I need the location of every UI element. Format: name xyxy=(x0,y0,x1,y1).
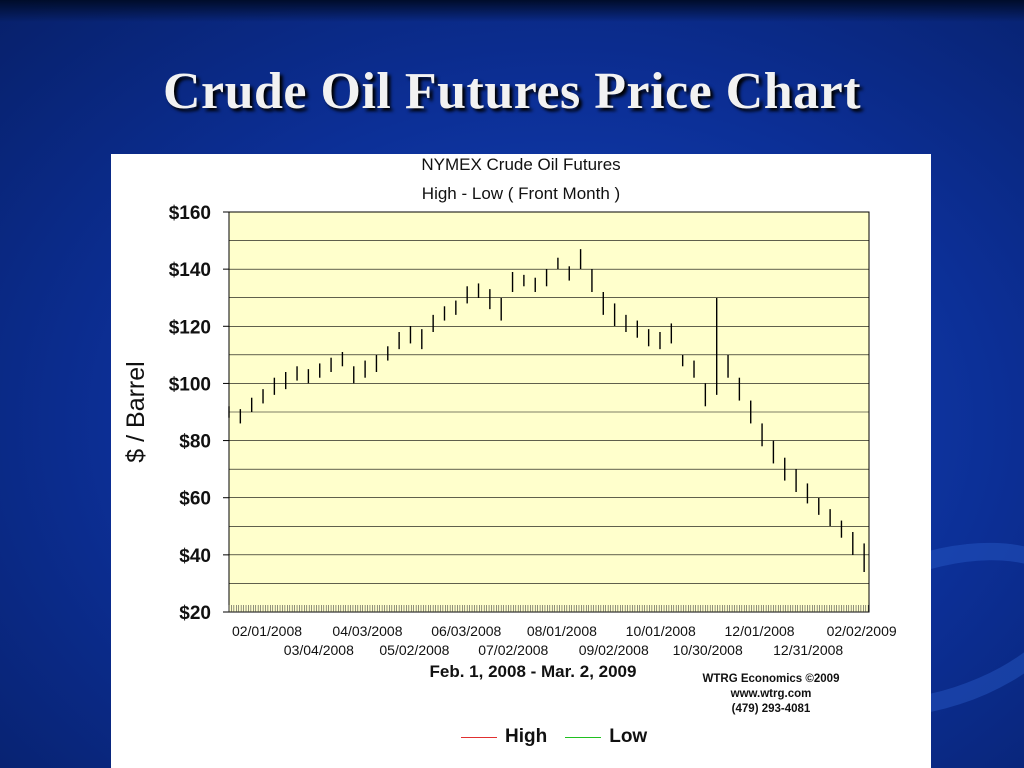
legend-label-low: Low xyxy=(609,726,648,747)
x-tick-label: 02/01/2008 xyxy=(232,623,302,639)
x-tick-label: 09/02/2008 xyxy=(579,642,649,658)
x-axis-ticks: 02/01/2008 03/04/2008 04/03/2008 05/02/2008… xyxy=(228,605,897,658)
price-chart: $20$40$60$80$100$120$140$160 02/01/20080… xyxy=(122,155,897,681)
grid-lines xyxy=(229,240,869,584)
legend-item-low: Low xyxy=(565,726,647,748)
x-tick-label: 08/01/2008 xyxy=(527,623,597,639)
slide-title: Crude Oil Futures Price Chart xyxy=(162,63,862,120)
x-tick-label: 12/31/2008 xyxy=(773,642,843,658)
x-tick-label: 12/01/2008 xyxy=(725,623,795,639)
x-tick-label: 02/02/2009 xyxy=(827,623,897,639)
x-tick-label: 04/03/2008 xyxy=(332,623,402,639)
x-tick-label: 07/02/2008 xyxy=(478,642,548,658)
chart-subtitle: High - Low ( Front Month ) xyxy=(422,184,620,203)
legend-swatch-low xyxy=(565,736,602,738)
legend-swatch-high xyxy=(461,736,497,738)
y-tick-label: $80 xyxy=(179,432,211,453)
y-tick-label: $20 xyxy=(179,603,211,624)
chart-legend: High Low xyxy=(461,726,665,748)
y-tick-label: $120 xyxy=(169,317,211,338)
legend-item-high: High xyxy=(461,726,547,748)
y-tick-label: $40 xyxy=(179,546,211,567)
high-low-bars xyxy=(228,249,865,572)
y-tick-label: $60 xyxy=(179,489,211,510)
y-tick-label: $100 xyxy=(169,374,211,395)
credit-line-company: WTRG Economics ©2009 xyxy=(702,673,840,685)
x-tick-label: 03/04/2008 xyxy=(284,642,354,658)
legend-label-high: High xyxy=(505,726,548,747)
y-axis-ticks: $20 $40 $60 $80 $100 $120 $140 $160 xyxy=(169,203,229,624)
y-tick-label: $140 xyxy=(169,260,211,281)
credit-block: WTRG Economics ©2009 www.wtrg.com (479) … xyxy=(696,672,846,717)
x-tick-label: 06/03/2008 xyxy=(431,623,501,639)
chart-title: NYMEX Crude Oil Futures xyxy=(421,155,620,174)
credit-line-website: www.wtrg.com xyxy=(730,688,812,700)
credit-line-phone: (479) 293-4081 xyxy=(731,703,811,715)
x-axis-label: Feb. 1, 2008 - Mar. 2, 2009 xyxy=(430,662,637,681)
top-shadow-bar xyxy=(0,0,1024,22)
y-axis-label: $ / Barrel xyxy=(122,361,150,462)
y-tick-label: $160 xyxy=(169,203,211,224)
x-tick-label: 10/01/2008 xyxy=(626,623,696,639)
x-tick-label: 10/30/2008 xyxy=(673,642,743,658)
chart-panel: $20 $40 $60 $80 $100 $120 $140 $160 02/01/2008 0… xyxy=(111,154,931,768)
x-tick-label: 05/02/2008 xyxy=(379,642,449,658)
